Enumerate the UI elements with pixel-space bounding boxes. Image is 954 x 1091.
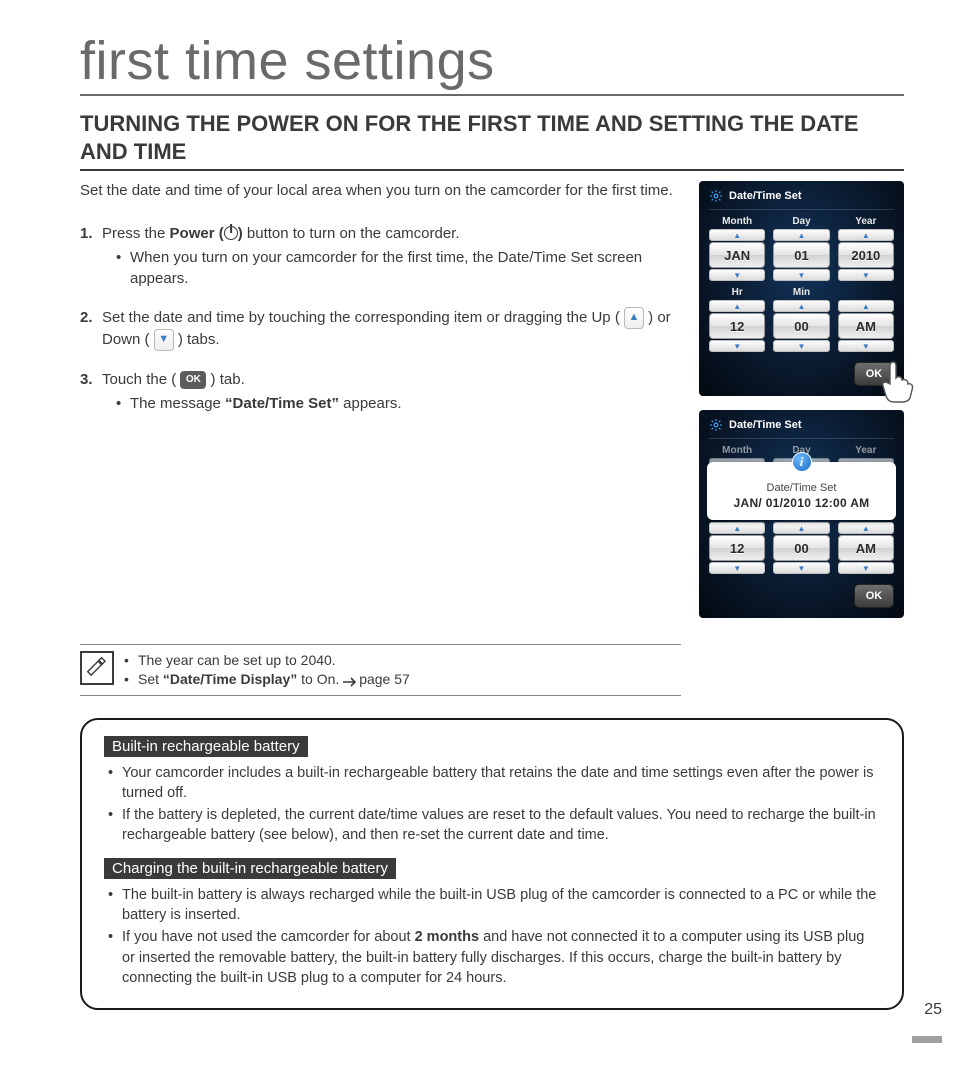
step-1-sub: When you turn on your camcorder for the … bbox=[116, 247, 681, 289]
label-month: Month bbox=[709, 445, 765, 456]
spinner-year[interactable]: ▲2010▼ bbox=[838, 229, 894, 281]
chevron-up-icon[interactable]: ▲ bbox=[838, 522, 894, 534]
spinner-min[interactable]: ▲00▼ bbox=[773, 300, 829, 352]
spinner-ampm-value: AM bbox=[838, 313, 894, 339]
spinner-ampm[interactable]: ▲AM▼ bbox=[838, 300, 894, 352]
note-row: The year can be set up to 2040. Set “Dat… bbox=[80, 644, 681, 696]
chevron-up-icon[interactable]: ▲ bbox=[709, 522, 765, 534]
label-year: Year bbox=[838, 445, 894, 456]
step-3-sub-a: The message bbox=[130, 395, 225, 412]
chevron-down-icon[interactable]: ▼ bbox=[773, 562, 829, 574]
up-tab-icon: ▲ bbox=[624, 307, 644, 329]
screen-title: Date/Time Set bbox=[729, 190, 802, 202]
step-2: Set the date and time by touching the co… bbox=[80, 307, 681, 351]
label-day: Day bbox=[773, 216, 829, 227]
chevron-down-icon[interactable]: ▼ bbox=[838, 562, 894, 574]
note-2: Set “Date/Time Display” to On. page 57 bbox=[124, 670, 410, 689]
datetime-screen-1: Date/Time Set Month Day Year ▲JAN▼ ▲01▼ … bbox=[699, 181, 904, 396]
page-title: first time settings bbox=[80, 30, 904, 96]
step-3: Touch the ( OK ) tab. The message “Date/… bbox=[80, 369, 681, 414]
charging-2-a: If you have not used the camcorder for a… bbox=[122, 929, 415, 945]
intro-text: Set the date and time of your local area… bbox=[80, 181, 681, 201]
chevron-up-icon[interactable]: ▲ bbox=[838, 229, 894, 241]
info-icon: i bbox=[792, 452, 812, 472]
hand-pointer-icon bbox=[872, 356, 922, 406]
chevron-down-icon[interactable]: ▼ bbox=[709, 562, 765, 574]
popup-title: Date/Time Set bbox=[713, 482, 890, 494]
power-icon bbox=[224, 226, 238, 240]
step-2-text-c: ) tabs. bbox=[174, 331, 220, 348]
info-label-charging: Charging the built-in rechargeable batte… bbox=[104, 858, 396, 879]
step-1-power-label: Power ( bbox=[170, 225, 224, 242]
spinner-year-value: 2010 bbox=[838, 242, 894, 268]
battery-info-box: Built-in rechargeable battery Your camco… bbox=[80, 718, 904, 1011]
note-icon bbox=[80, 651, 114, 685]
step-1-text-d: button to turn on the camcorder. bbox=[243, 225, 460, 242]
charging-point-1: The built-in battery is always recharged… bbox=[104, 885, 880, 926]
chevron-up-icon[interactable]: ▲ bbox=[709, 300, 765, 312]
step-3-sub: The message “Date/Time Set” appears. bbox=[116, 393, 681, 414]
note-1: The year can be set up to 2040. bbox=[124, 651, 410, 670]
step-3-sub-b: “Date/Time Set” bbox=[225, 395, 339, 412]
note-2-d: page 57 bbox=[359, 671, 410, 687]
step-3-sub-c: appears. bbox=[339, 395, 402, 412]
label-blank bbox=[838, 287, 894, 298]
screen-title: Date/Time Set bbox=[729, 419, 802, 431]
chevron-up-icon[interactable]: ▲ bbox=[709, 229, 765, 241]
note-2-b: “Date/Time Display” bbox=[163, 671, 297, 687]
down-tab-icon: ▼ bbox=[154, 329, 174, 351]
step-1-text-a: Press the bbox=[102, 225, 170, 242]
battery-point-1: Your camcorder includes a built-in recha… bbox=[104, 763, 880, 804]
step-2-text-a: Set the date and time by touching the co… bbox=[102, 309, 624, 326]
chevron-down-icon[interactable]: ▼ bbox=[773, 340, 829, 352]
chevron-down-icon[interactable]: ▼ bbox=[709, 269, 765, 281]
chevron-down-icon[interactable]: ▼ bbox=[773, 269, 829, 281]
spinner-hr-value: 12 bbox=[709, 535, 765, 561]
chevron-up-icon[interactable]: ▲ bbox=[838, 300, 894, 312]
charging-2-b: 2 months bbox=[415, 929, 479, 945]
spinner-min-value: 00 bbox=[773, 313, 829, 339]
spinner-month-value: JAN bbox=[709, 242, 765, 268]
popup-value: JAN/ 01/2010 12:00 AM bbox=[713, 496, 890, 510]
spinner-ampm[interactable]: ▲AM▼ bbox=[838, 522, 894, 574]
battery-point-2: If the battery is depleted, the current … bbox=[104, 805, 880, 846]
chevron-up-icon[interactable]: ▲ bbox=[773, 300, 829, 312]
spinner-hr-value: 12 bbox=[709, 313, 765, 339]
spinner-ampm-value: AM bbox=[838, 535, 894, 561]
spinner-day-value: 01 bbox=[773, 242, 829, 268]
chevron-up-icon[interactable]: ▲ bbox=[773, 229, 829, 241]
chevron-down-icon[interactable]: ▼ bbox=[709, 340, 765, 352]
note-2-c: to On. bbox=[297, 671, 343, 687]
gear-icon bbox=[709, 418, 723, 432]
spinner-min[interactable]: ▲00▼ bbox=[773, 522, 829, 574]
page-number: 25 bbox=[924, 1001, 942, 1019]
note-2-a: Set bbox=[138, 671, 163, 687]
ok-tab-icon: OK bbox=[180, 371, 206, 389]
page-number-bar bbox=[912, 1036, 942, 1043]
spinner-day[interactable]: ▲01▼ bbox=[773, 229, 829, 281]
spinner-hr[interactable]: ▲12▼ bbox=[709, 522, 765, 574]
step-1: Press the Power () button to turn on the… bbox=[80, 223, 681, 289]
chevron-down-icon[interactable]: ▼ bbox=[838, 269, 894, 281]
chevron-up-icon[interactable]: ▲ bbox=[773, 522, 829, 534]
ok-button[interactable]: OK bbox=[854, 584, 894, 608]
datetime-screen-2: Date/Time Set Month Day Year ▲JAN▼ ▲01▼ … bbox=[699, 410, 904, 618]
datetime-popup: i Date/Time Set JAN/ 01/2010 12:00 AM bbox=[707, 462, 896, 520]
label-year: Year bbox=[838, 216, 894, 227]
label-hr: Hr bbox=[709, 287, 765, 298]
info-label-battery: Built-in rechargeable battery bbox=[104, 736, 308, 757]
label-month: Month bbox=[709, 216, 765, 227]
spinner-min-value: 00 bbox=[773, 535, 829, 561]
charging-point-2: If you have not used the camcorder for a… bbox=[104, 927, 880, 988]
section-heading: TURNING THE POWER ON FOR THE FIRST TIME … bbox=[80, 110, 904, 171]
step-3-text-a: Touch the ( bbox=[102, 371, 180, 388]
spinner-month[interactable]: ▲JAN▼ bbox=[709, 229, 765, 281]
step-3-text-b: ) tab. bbox=[206, 371, 244, 388]
label-min: Min bbox=[773, 287, 829, 298]
gear-icon bbox=[709, 189, 723, 203]
spinner-hr[interactable]: ▲12▼ bbox=[709, 300, 765, 352]
arrow-right-icon bbox=[343, 674, 359, 686]
chevron-down-icon[interactable]: ▼ bbox=[838, 340, 894, 352]
